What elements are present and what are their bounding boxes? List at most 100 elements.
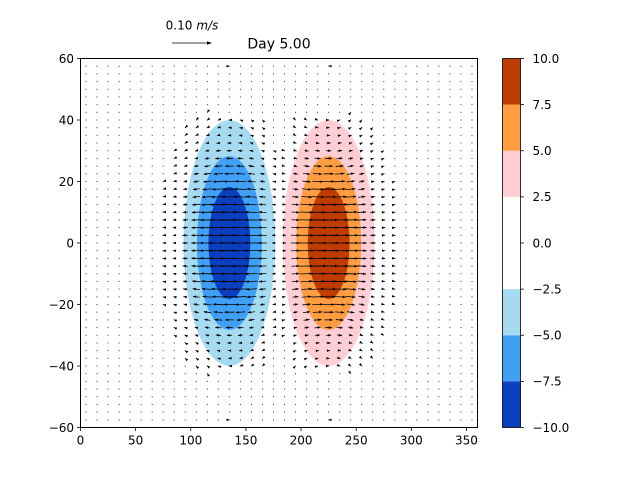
quiver-arrow-head <box>293 366 296 369</box>
quiver-arrow <box>141 81 142 82</box>
quiver-arrow-head <box>218 118 221 120</box>
quiver-arrow <box>86 173 87 174</box>
quiver-arrow <box>304 125 307 128</box>
quiver-arrow <box>339 66 340 67</box>
quiver-arrow-head <box>282 180 285 183</box>
quiver-arrow <box>449 381 450 382</box>
quiver-arrow <box>86 181 87 182</box>
quiver-arrow <box>405 366 406 367</box>
quiver-arrow <box>471 173 472 174</box>
quiver-arrow <box>130 219 131 220</box>
quiver-arrow <box>383 135 384 136</box>
quiver-arrow <box>141 419 142 420</box>
quiver-arrow <box>306 104 307 105</box>
quiver-arrow <box>108 135 109 136</box>
quiver-arrow <box>130 235 131 236</box>
quiver-arrow <box>416 266 417 267</box>
quiver-arrow <box>152 396 153 397</box>
quiver-arrow-head <box>163 203 166 206</box>
quiver-arrow <box>184 180 187 183</box>
quiver-arrow <box>130 66 131 67</box>
quiver-arrow <box>86 204 87 205</box>
quiver-arrow <box>152 342 153 343</box>
quiver-arrow <box>251 396 252 397</box>
quiver-arrow <box>97 158 98 159</box>
quiver-arrow <box>130 304 131 305</box>
quiver-arrow <box>141 104 142 105</box>
quiver-arrow <box>86 419 87 420</box>
quiver-arrow <box>183 296 187 299</box>
quiver-arrow <box>317 373 318 374</box>
quiver-arrow-head <box>381 303 384 306</box>
quiver-arrow <box>196 373 197 374</box>
quiver-arrow <box>86 289 87 290</box>
quiver-arrow <box>86 296 87 297</box>
quiver-arrow <box>394 158 395 159</box>
quiver-arrow <box>416 189 417 190</box>
quiver-arrow <box>392 302 395 304</box>
quiver-arrow <box>284 373 285 374</box>
quiver-arrow <box>262 104 263 105</box>
quiver-arrow-head <box>195 141 198 143</box>
quiver-arrow <box>130 389 131 390</box>
quiver-arrow <box>163 127 164 128</box>
quiver-arrow-head <box>174 327 177 330</box>
quiver-arrow <box>130 89 131 90</box>
quiver-arrow <box>438 150 439 151</box>
quiver-arrow <box>317 81 318 82</box>
quiver-arrow-head <box>370 158 373 160</box>
quiver-arrow <box>273 295 276 298</box>
quiver-arrow <box>108 342 109 343</box>
quiver-arrow <box>163 265 166 268</box>
quiver-arrow-head <box>207 117 210 120</box>
quiver-arrow <box>174 373 175 374</box>
quiver-arrow <box>293 125 296 128</box>
quiver-arrow <box>141 258 142 259</box>
quiver-arrow <box>471 266 472 267</box>
quiver-arrow <box>471 381 472 382</box>
quiver-arrow <box>460 312 461 313</box>
quiver-arrow <box>471 96 472 97</box>
quiver-arrow <box>438 373 439 374</box>
quiver-arrow <box>119 273 120 274</box>
quiver-arrow <box>416 381 417 382</box>
quiver-arrow <box>339 104 340 105</box>
quiver-arrow <box>86 150 87 151</box>
quiver-arrow <box>293 117 296 120</box>
quiver-arrow <box>163 312 164 313</box>
quiver-arrow <box>405 89 406 90</box>
quiver-arrow-head <box>348 356 351 359</box>
quiver-arrow <box>405 281 406 282</box>
quiver-arrow-head <box>163 296 166 299</box>
quiver-arrow <box>405 235 406 236</box>
quiver-arrow-head <box>370 150 373 153</box>
quiver-arrow <box>427 96 428 97</box>
quiver-key-arrow-head <box>207 41 212 44</box>
quiver-arrow <box>405 212 406 213</box>
quiver-arrow <box>141 389 142 390</box>
quiver-arrow <box>405 304 406 305</box>
quiver-arrow <box>438 196 439 197</box>
quiver-arrow <box>350 81 351 82</box>
quiver-arrow <box>262 112 263 113</box>
quiver-arrow-head <box>262 127 265 130</box>
quiver-arrow <box>328 412 329 413</box>
quiver-arrow <box>207 419 208 420</box>
quiver-arrow <box>174 112 175 113</box>
quiver-arrow <box>460 381 461 382</box>
quiver-arrow <box>350 73 351 74</box>
quiver-arrow <box>383 120 384 121</box>
quiver-arrow <box>185 412 186 413</box>
quiver-arrow <box>119 350 120 351</box>
quiver-arrow <box>185 343 188 346</box>
quiver-arrow <box>416 296 417 297</box>
quiver-arrow <box>119 189 120 190</box>
quiver-arrow <box>163 96 164 97</box>
quiver-arrow <box>152 150 153 151</box>
quiver-arrow <box>173 265 176 268</box>
quiver-arrow <box>371 173 374 176</box>
quiver-arrow <box>438 396 439 397</box>
quiver-arrow-head <box>184 327 187 329</box>
quiver-arrow-head <box>195 343 198 345</box>
quiver-arrow <box>382 204 385 207</box>
